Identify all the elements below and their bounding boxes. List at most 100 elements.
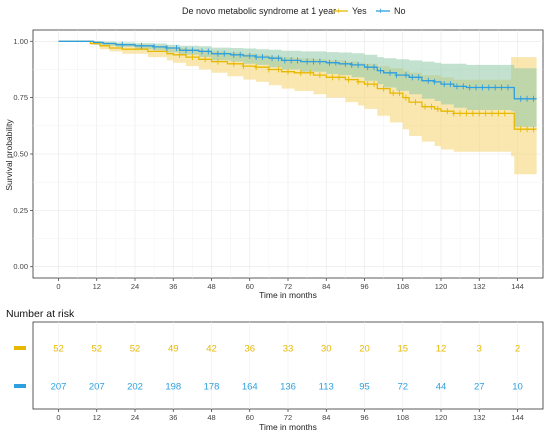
- censor-mark-yes-21: [397, 90, 402, 97]
- censor-mark-yes-10: [298, 69, 303, 76]
- x-tick-label-8: 96: [360, 282, 368, 291]
- censor-mark-yes-6: [254, 64, 259, 71]
- censor-mark-no-29: [365, 64, 370, 71]
- censor-mark-no-30: [372, 64, 377, 71]
- censor-mark-yes-14: [337, 74, 341, 81]
- y-tick-label-1: 0.25: [13, 206, 28, 215]
- risk-value-yes-72: 33: [283, 344, 294, 355]
- risk-value-no-132: 27: [474, 382, 485, 393]
- legend-title: De novo metabolic syndrome at 1 year: [182, 6, 336, 16]
- censor-mark-yes-23: [413, 99, 418, 106]
- plot-axes: 0.00 0.25 0.50 0.75 1.00 0 12 24 36 48 60 72 84 96 108…: [13, 37, 523, 291]
- censor-mark-no-32: [388, 69, 392, 76]
- censor-mark-no-39: [442, 81, 447, 88]
- censor-mark-no-26: [343, 60, 348, 67]
- risk-value-yes-0: 52: [53, 344, 64, 355]
- censor-mark-no-7: [199, 48, 204, 55]
- censor-mark-no-3: [164, 45, 169, 52]
- censor-mark-yes-1: [190, 54, 195, 61]
- censor-mark-no-48: [499, 84, 504, 91]
- censor-mark-yes-22: [403, 94, 408, 101]
- risk-x-tick-label-12: 144: [511, 413, 524, 422]
- censor-mark-no-49: [505, 84, 510, 91]
- censor-mark-no-22: [311, 58, 316, 65]
- risk-value-yes-36: 49: [168, 344, 179, 355]
- censor-mark-no-27: [349, 61, 354, 68]
- censor-mark-no-10: [222, 50, 227, 57]
- censor-mark-no-38: [432, 78, 437, 85]
- survival-curves: [58, 40, 537, 133]
- risk-value-yes-60: 36: [244, 344, 255, 355]
- censor-mark-yes-19: [381, 85, 386, 92]
- risk-value-no-60: 164: [242, 382, 258, 393]
- legend-label-yes: Yes: [352, 6, 367, 16]
- censor-mark-no-47: [493, 84, 498, 91]
- censor-mark-no-14: [254, 54, 259, 61]
- risk-row-swatch-yes: [14, 346, 26, 350]
- x-tick-label-2: 24: [131, 282, 139, 291]
- censor-mark-no-45: [480, 84, 485, 91]
- risk-value-no-72: 136: [280, 382, 296, 393]
- x-tick-label-10: 120: [435, 282, 448, 291]
- censor-mark-no-37: [426, 77, 431, 84]
- censor-mark-yes-25: [429, 103, 434, 110]
- censor-mark-yes-12: [317, 72, 322, 79]
- risk-x-tick-label-4: 48: [207, 413, 215, 422]
- x-tick-label-7: 84: [322, 282, 330, 291]
- risk-value-no-108: 72: [397, 382, 408, 393]
- censor-mark-no-19: [289, 57, 294, 64]
- legend-item-no: + No: [376, 6, 406, 16]
- risk-x-tick-label-5: 60: [246, 413, 254, 422]
- risk-value-no-96: 95: [359, 382, 370, 393]
- x-tick-label-0: 0: [56, 282, 60, 291]
- x-tick-label-11: 132: [473, 282, 486, 291]
- censor-mark-no-18: [282, 57, 287, 64]
- risk-value-no-120: 44: [436, 382, 447, 393]
- censor-mark-no-2: [152, 43, 157, 50]
- censor-mark-yes-3: [215, 58, 220, 65]
- risk-value-yes-84: 30: [321, 344, 332, 355]
- y-tick-label-0: 0.00: [13, 262, 28, 271]
- risk-x-tick-label-3: 36: [169, 413, 177, 422]
- y-axis-title: Survival probability: [4, 119, 14, 191]
- risk-value-yes-120: 12: [436, 344, 447, 355]
- censor-mark-no-31: [378, 67, 383, 74]
- risk-x-tick-label-1: 12: [93, 413, 101, 422]
- censor-mark-yes-11: [308, 69, 313, 76]
- censor-mark-no-21: [305, 58, 310, 65]
- censor-mark-yes-16: [356, 78, 361, 85]
- censor-mark-yes-20: [391, 90, 396, 97]
- censor-mark-yes-30: [464, 110, 469, 117]
- risk-value-yes-132: 3: [477, 344, 482, 355]
- censor-mark-no-4: [174, 45, 179, 52]
- confidence-bands: [58, 41, 537, 175]
- risk-x-tick-label-11: 132: [473, 413, 486, 422]
- censor-mark-no-12: [238, 51, 243, 58]
- censor-mark-no-11: [231, 51, 236, 58]
- censor-mark-no-20: [295, 57, 300, 64]
- risk-value-no-48: 178: [204, 382, 220, 393]
- censor-mark-no-6: [190, 47, 195, 54]
- censor-mark-yes-2: [203, 56, 208, 63]
- ci-band-no: [58, 41, 537, 127]
- censor-mark-yes-36: [502, 110, 507, 117]
- censor-mark-no-17: [276, 55, 281, 62]
- censor-mark-yes-9: [286, 68, 290, 75]
- x-tick-label-9: 108: [396, 282, 409, 291]
- censor-mark-yes-17: [365, 81, 370, 88]
- censor-mark-no-52: [531, 95, 536, 102]
- censor-mark-no-25: [333, 59, 338, 66]
- x-tick-label-6: 72: [284, 282, 292, 291]
- risk-value-no-0: 207: [51, 382, 67, 393]
- censor-mark-no-9: [215, 50, 220, 57]
- risk-value-no-36: 198: [165, 382, 181, 393]
- legend: De novo metabolic syndrome at 1 year + Y…: [182, 6, 406, 16]
- censor-mark-no-43: [467, 84, 472, 91]
- censor-mark-no-40: [448, 81, 453, 88]
- risk-value-no-144: 10: [512, 382, 523, 393]
- censor-mark-no-24: [327, 59, 332, 66]
- censor-mark-no-13: [247, 52, 252, 59]
- censor-mark-yes-33: [483, 110, 488, 117]
- censor-mark-no-5: [184, 47, 188, 54]
